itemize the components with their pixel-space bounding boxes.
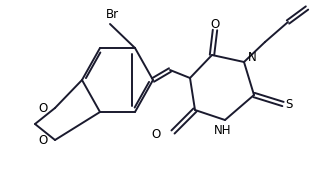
Text: S: S xyxy=(285,97,293,111)
Text: O: O xyxy=(152,128,161,141)
Text: O: O xyxy=(210,18,220,31)
Text: O: O xyxy=(39,101,48,114)
Text: Br: Br xyxy=(105,7,119,20)
Text: NH: NH xyxy=(214,124,232,137)
Text: O: O xyxy=(39,134,48,146)
Text: N: N xyxy=(248,50,257,63)
